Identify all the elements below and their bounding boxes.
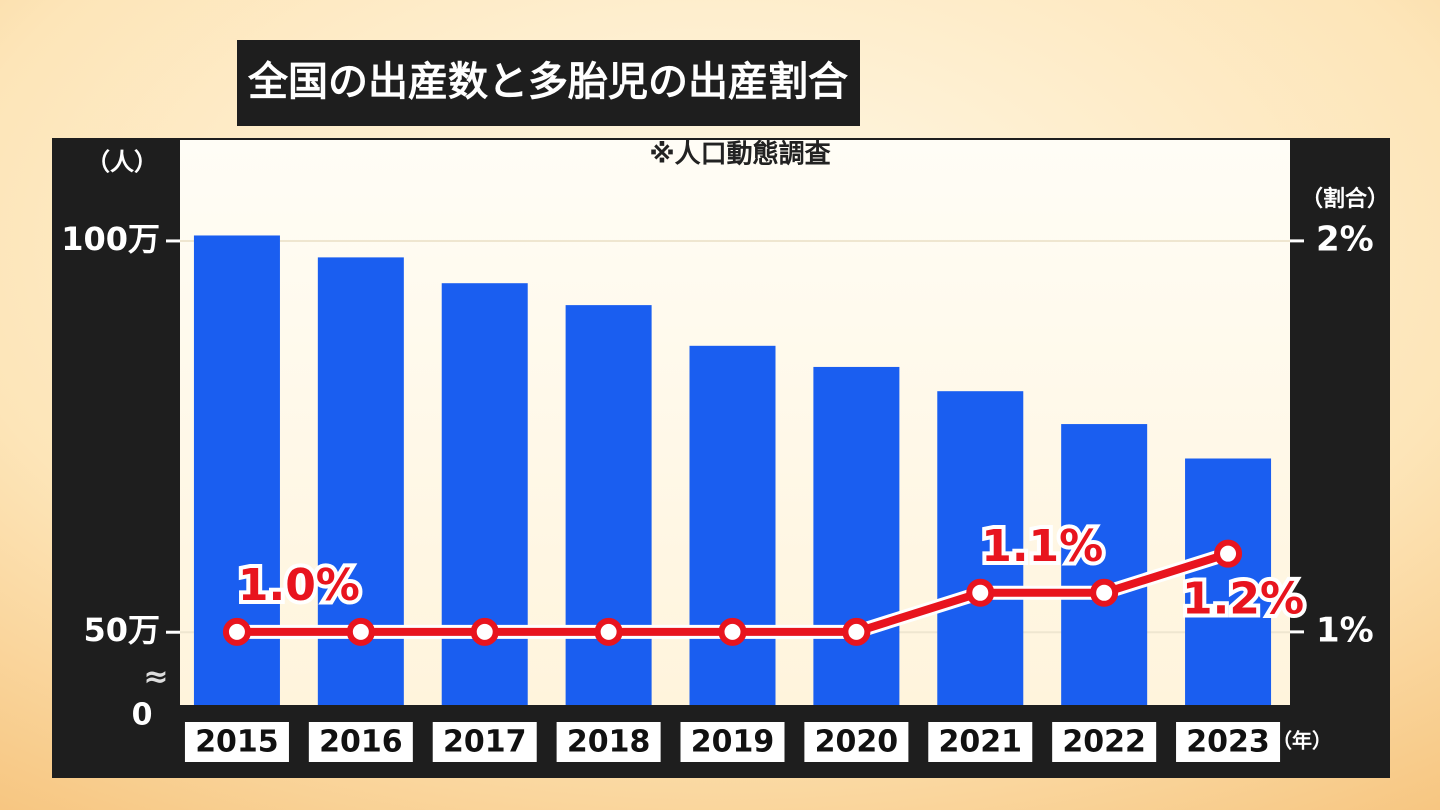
x-label-box — [1052, 722, 1157, 762]
x-tick-label: 2022 — [1062, 725, 1146, 760]
y-tick-label: 50万 — [83, 611, 160, 649]
bar — [1185, 458, 1272, 705]
x-tick-label: 2019 — [691, 725, 775, 760]
line-point — [842, 617, 871, 646]
axis-break-symbol: ≈ — [143, 660, 168, 695]
source-note: ※人口動態調査 — [649, 139, 830, 170]
x-label-box — [1176, 722, 1281, 762]
line-point — [594, 617, 623, 646]
x-tick-label: 2017 — [443, 725, 527, 760]
line-point — [346, 617, 375, 646]
bar — [937, 391, 1024, 705]
x-axis-label: （年） — [1272, 729, 1332, 753]
y2-tick-label: 1% — [1316, 610, 1374, 650]
data-label: 1.2% — [1182, 574, 1304, 625]
chart-title: 全国の出産数と多胎児の出産割合 — [247, 59, 848, 105]
y2-axis-label: （割合） — [1301, 186, 1389, 212]
x-tick-label: 2018 — [567, 725, 651, 760]
x-tick-label: 2021 — [939, 725, 1023, 760]
x-label-box — [184, 722, 289, 762]
y-axis-label: （人） — [86, 148, 158, 176]
line-point — [470, 617, 499, 646]
title-box — [237, 40, 860, 126]
line-point — [222, 617, 251, 646]
x-tick-label: 2016 — [319, 725, 403, 760]
x-label-box — [928, 722, 1033, 762]
line-point — [966, 578, 995, 607]
y-tick-label: 100万 — [61, 220, 160, 258]
data-label: 1.0% — [238, 560, 360, 611]
line-point — [1090, 578, 1119, 607]
x-tick-label: 2015 — [195, 725, 279, 760]
line-point — [718, 617, 747, 646]
x-label-box — [680, 722, 785, 762]
bar — [813, 366, 900, 705]
bar — [689, 345, 776, 705]
x-tick-label: 2020 — [815, 725, 899, 760]
data-label: 1.1% — [981, 521, 1103, 572]
x-tick-label: 2023 — [1186, 725, 1270, 760]
x-label-box — [556, 722, 661, 762]
x-label-box — [804, 722, 909, 762]
axis-break-label: 0 — [132, 698, 153, 733]
bar — [1061, 424, 1148, 705]
line-point — [1214, 539, 1243, 568]
x-label-box — [432, 722, 537, 762]
y2-tick-label: 2% — [1316, 219, 1374, 259]
x-label-box — [308, 722, 413, 762]
